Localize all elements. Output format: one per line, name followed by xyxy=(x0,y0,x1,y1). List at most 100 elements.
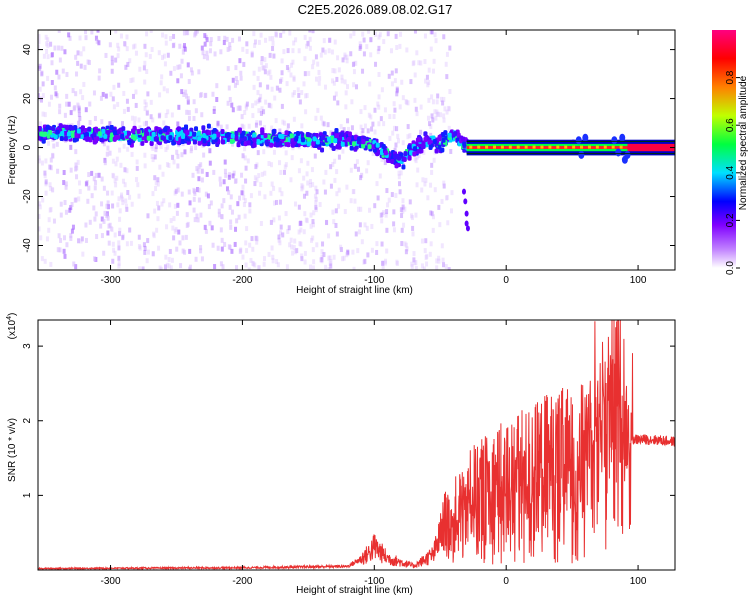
speckle xyxy=(208,220,212,226)
speckle xyxy=(47,227,51,233)
speckle xyxy=(231,107,235,113)
band-blob xyxy=(252,133,257,139)
speckle xyxy=(337,154,341,160)
speckle xyxy=(97,75,101,81)
band-blob xyxy=(256,139,261,145)
speckle xyxy=(419,129,423,135)
speckle xyxy=(112,104,116,110)
speckle xyxy=(361,68,365,74)
speckle xyxy=(271,46,275,52)
speckle xyxy=(408,199,412,205)
band-blob xyxy=(229,138,234,144)
speckle xyxy=(94,211,98,217)
speckle xyxy=(257,39,261,45)
speckle xyxy=(271,254,275,260)
speckle xyxy=(314,185,318,191)
speckle xyxy=(62,170,66,176)
speckle xyxy=(445,195,449,201)
speckle xyxy=(195,213,199,219)
speckle xyxy=(128,194,132,200)
speckle xyxy=(187,115,191,121)
speckle xyxy=(387,197,391,203)
speckle xyxy=(118,216,122,222)
y-tick-label: 3 xyxy=(22,343,33,349)
band-blob xyxy=(338,136,343,142)
speckle xyxy=(50,80,54,86)
speckle xyxy=(151,251,155,257)
speckle xyxy=(90,30,94,35)
speckle xyxy=(114,57,118,63)
speckle xyxy=(322,179,326,185)
speckle xyxy=(185,212,189,218)
speckle xyxy=(117,196,121,202)
band-blob xyxy=(402,156,407,162)
speckle xyxy=(333,177,337,183)
speckle xyxy=(328,255,332,261)
speckle xyxy=(383,260,387,266)
speckle xyxy=(218,176,222,182)
speckle xyxy=(142,65,146,71)
speckle xyxy=(231,77,235,83)
speckle xyxy=(63,235,67,241)
speckle xyxy=(182,43,186,49)
band-blob xyxy=(60,131,65,137)
band-blob xyxy=(109,125,114,131)
speckle xyxy=(103,210,107,216)
speckle xyxy=(303,259,307,265)
band-blob xyxy=(41,138,46,144)
speckle xyxy=(384,258,388,264)
speckle xyxy=(105,213,109,219)
speckle xyxy=(165,262,169,268)
speckle xyxy=(414,265,418,270)
speckle xyxy=(271,258,275,264)
speckle xyxy=(176,187,180,193)
speckle xyxy=(324,264,328,270)
speckle xyxy=(397,138,401,144)
band-blob xyxy=(109,136,114,142)
speckle xyxy=(410,215,414,221)
speckle xyxy=(271,40,275,46)
speckle xyxy=(159,80,163,86)
x-tick-label: 100 xyxy=(630,275,647,286)
speckle xyxy=(223,35,227,41)
speckle xyxy=(128,58,132,64)
speckle xyxy=(151,157,155,163)
band-blob xyxy=(383,150,388,156)
speckle xyxy=(203,33,207,39)
speckle xyxy=(311,265,315,270)
speckle xyxy=(283,120,287,126)
speckle xyxy=(137,117,141,123)
speckle xyxy=(63,200,67,206)
speckle xyxy=(256,75,260,81)
band-blob xyxy=(334,128,339,134)
line-band-dot xyxy=(556,145,560,149)
band-blob xyxy=(432,138,437,144)
speckle xyxy=(69,110,73,116)
speckle xyxy=(312,59,316,65)
speckle xyxy=(38,86,42,92)
speckle xyxy=(377,121,381,127)
speckle xyxy=(260,60,264,66)
speckle xyxy=(317,80,321,86)
speckle xyxy=(121,196,125,202)
speckle xyxy=(101,91,105,97)
speckle xyxy=(260,171,264,177)
band-blob xyxy=(427,139,432,145)
speckle xyxy=(414,260,418,266)
speckle xyxy=(199,162,203,168)
speckle xyxy=(38,44,40,50)
speckle xyxy=(333,158,337,164)
speckle xyxy=(78,116,82,122)
speckle xyxy=(74,54,78,60)
speckle xyxy=(143,79,147,85)
band-blob xyxy=(220,129,225,135)
band-blob xyxy=(194,126,199,132)
speckle xyxy=(268,52,272,58)
speckle xyxy=(38,213,41,219)
speckle xyxy=(446,220,450,226)
band-blob xyxy=(184,124,189,130)
speckle xyxy=(422,266,426,270)
speckle xyxy=(219,181,223,187)
speckle xyxy=(282,143,286,149)
speckle xyxy=(403,241,407,247)
